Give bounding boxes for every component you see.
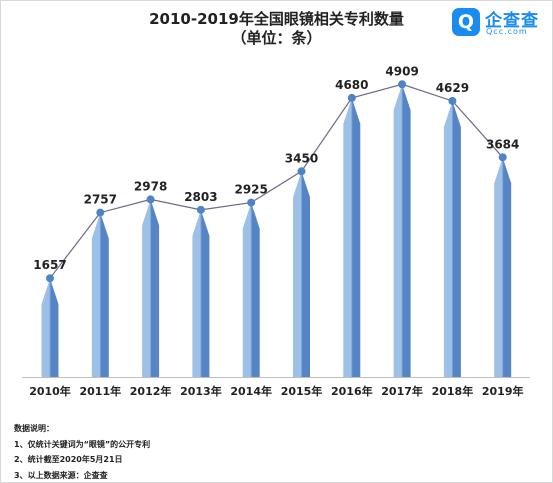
data-label: 2803 xyxy=(184,190,217,204)
data-point xyxy=(448,96,457,105)
data-label: 2757 xyxy=(84,193,117,207)
bar xyxy=(494,157,503,377)
data-label: 3684 xyxy=(486,137,519,151)
x-tick-label: 2018年 xyxy=(432,384,474,398)
x-tick-label: 2011年 xyxy=(79,384,121,398)
bar xyxy=(343,97,352,377)
data-label: 2925 xyxy=(234,183,267,197)
bar-shade xyxy=(351,97,361,377)
data-label: 1657 xyxy=(33,258,66,272)
bar-shade xyxy=(301,171,310,377)
bar xyxy=(41,278,50,377)
x-tick-label: 2019年 xyxy=(482,384,524,398)
bar xyxy=(91,212,101,377)
data-point xyxy=(498,153,507,162)
bar xyxy=(443,100,453,378)
x-tick-label: 2013年 xyxy=(180,384,222,398)
bar xyxy=(293,171,302,377)
data-label: 2978 xyxy=(134,179,167,193)
x-tick-label: 2010年 xyxy=(29,384,71,398)
data-point xyxy=(196,205,205,214)
bar xyxy=(192,209,201,377)
x-tick-label: 2014年 xyxy=(230,384,272,398)
data-point xyxy=(247,198,256,207)
logo-name-cn: 企查查 xyxy=(485,11,539,31)
data-point xyxy=(297,167,306,176)
data-point xyxy=(398,80,407,89)
bar xyxy=(242,202,252,377)
chart-subtitle: （单位：条） xyxy=(231,29,322,47)
data-point xyxy=(347,93,356,102)
x-tick-label: 2015年 xyxy=(281,384,323,398)
data-point xyxy=(96,208,105,217)
bar-shade xyxy=(200,209,210,377)
bar-shade xyxy=(50,278,59,377)
notes-heading: 数据说明： xyxy=(14,424,54,433)
bar-shade xyxy=(402,84,411,378)
data-notes: 数据说明： 1、仅统计关键词为“眼镜”的公开专利 2、统计截至2020年5月21… xyxy=(14,421,150,483)
data-point xyxy=(46,274,54,283)
x-tick-label: 2017年 xyxy=(381,384,423,398)
x-tick-label: 2016年 xyxy=(331,384,373,398)
notes-item: 1、仅统计关键词为“眼镜”的公开专利 xyxy=(14,439,151,449)
bar-shade xyxy=(150,199,160,377)
bar-shade xyxy=(251,202,260,377)
x-tick-label: 2012年 xyxy=(130,384,172,398)
data-point xyxy=(146,195,155,204)
bar xyxy=(142,199,151,377)
data-label: 3450 xyxy=(285,151,318,165)
chart-title: 2010-2019年全国眼镜相关专利数量 xyxy=(149,10,404,28)
logo-name-en: Qcc.com xyxy=(486,27,528,36)
bar xyxy=(393,84,403,378)
series-line xyxy=(49,83,504,279)
data-label: 4909 xyxy=(385,64,418,78)
notes-item: 2、统计截至2020年5月21日 xyxy=(14,455,123,464)
data-label: 4629 xyxy=(436,81,469,95)
bar-shade xyxy=(100,212,109,377)
bar-shade xyxy=(502,157,512,377)
qcc-logo-icon: Q xyxy=(452,8,480,36)
bar-shade xyxy=(452,100,461,378)
data-label: 4680 xyxy=(335,78,368,92)
qcc-logo: Q 企查查 Qcc.com xyxy=(452,6,548,40)
notes-item: 3、以上数据来源：企查查 xyxy=(14,470,108,480)
